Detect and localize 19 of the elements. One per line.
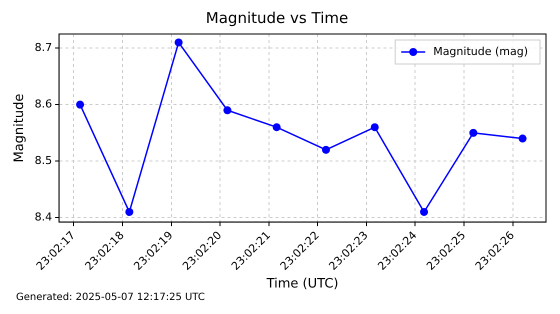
- point: [322, 146, 330, 154]
- point: [518, 134, 527, 143]
- chart-title: Magnitude vs Time: [206, 8, 348, 27]
- point: [420, 208, 428, 216]
- y-tick-label: 8.4: [34, 210, 52, 224]
- y-axis-title: Magnitude: [12, 94, 28, 163]
- y-tick-label: 8.6: [34, 97, 52, 110]
- point: [125, 208, 134, 216]
- text: Generated: 2025-05-07 12:17:25 UTC: [16, 292, 205, 303]
- legend-label: Magnitude (mag): [433, 44, 528, 58]
- point: [76, 100, 84, 109]
- point: [469, 128, 478, 137]
- point: [370, 123, 379, 132]
- y-tick-label: 8.7: [34, 40, 52, 54]
- point: [272, 123, 281, 132]
- x-axis-title: Time (UTC): [266, 276, 338, 292]
- point: [174, 38, 183, 46]
- point: [223, 106, 232, 114]
- y-tick-label: 8.5: [34, 154, 52, 167]
